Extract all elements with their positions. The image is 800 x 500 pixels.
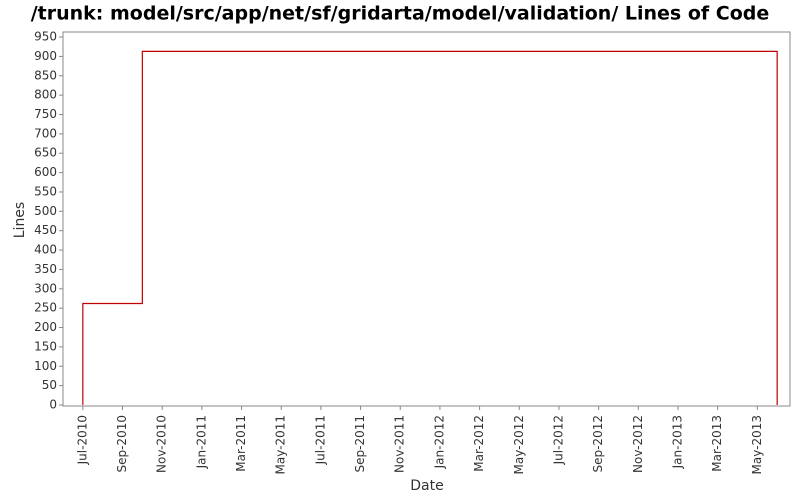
y-tick-label: 50 bbox=[42, 378, 57, 392]
chart-title: /trunk: model/src/app/net/sf/gridarta/mo… bbox=[31, 3, 770, 25]
plot-area bbox=[62, 31, 791, 407]
x-tick-label: Mar-2013 bbox=[710, 415, 724, 472]
x-tick-label: May-2011 bbox=[274, 415, 288, 474]
x-tick-label: Jan-2012 bbox=[432, 415, 446, 469]
y-tick-label: 150 bbox=[34, 339, 57, 353]
x-tick-label: Mar-2011 bbox=[234, 415, 248, 472]
x-tick-label: May-2013 bbox=[750, 415, 764, 474]
x-tick-label: Jul-2011 bbox=[313, 415, 327, 465]
y-tick-label: 250 bbox=[34, 301, 57, 315]
x-tick-label: Sep-2010 bbox=[115, 415, 129, 473]
y-tick-label: 650 bbox=[34, 146, 57, 160]
x-axis-label: Date bbox=[410, 478, 443, 494]
x-tick-label: Jan-2011 bbox=[194, 415, 208, 469]
x-tick-label: Jul-2012 bbox=[551, 415, 565, 465]
y-tick-label: 600 bbox=[34, 165, 57, 179]
y-tick-label: 300 bbox=[34, 281, 57, 295]
x-tick-label: Jan-2013 bbox=[670, 415, 684, 469]
x-tick-label: Sep-2011 bbox=[353, 415, 367, 473]
y-tick-label: 850 bbox=[34, 68, 57, 82]
y-tick-label: 700 bbox=[34, 126, 57, 140]
y-tick-label: 100 bbox=[34, 359, 57, 373]
y-tick-label: 450 bbox=[34, 223, 57, 237]
y-tick-label: 400 bbox=[34, 243, 57, 257]
x-tick-label: May-2012 bbox=[512, 415, 526, 474]
y-tick-label: 800 bbox=[34, 88, 57, 102]
y-tick-label: 350 bbox=[34, 262, 57, 276]
y-axis-label: Lines bbox=[12, 202, 28, 238]
y-tick-label: 750 bbox=[34, 107, 57, 121]
x-tick-label: Sep-2012 bbox=[591, 415, 605, 473]
x-tick-label: Jul-2010 bbox=[75, 415, 89, 465]
data-line bbox=[82, 50, 778, 405]
x-tick-label: Mar-2012 bbox=[472, 415, 486, 472]
x-tick-label: Nov-2010 bbox=[155, 415, 169, 473]
y-tick-label: 550 bbox=[34, 184, 57, 198]
y-tick-label: 200 bbox=[34, 320, 57, 334]
y-tick-label: 500 bbox=[34, 204, 57, 218]
x-tick-label: Nov-2012 bbox=[631, 415, 645, 473]
y-tick-label: 900 bbox=[34, 49, 57, 63]
y-tick-label: 950 bbox=[34, 30, 57, 44]
x-tick-label: Nov-2011 bbox=[393, 415, 407, 473]
y-tick-label: 0 bbox=[49, 398, 57, 412]
